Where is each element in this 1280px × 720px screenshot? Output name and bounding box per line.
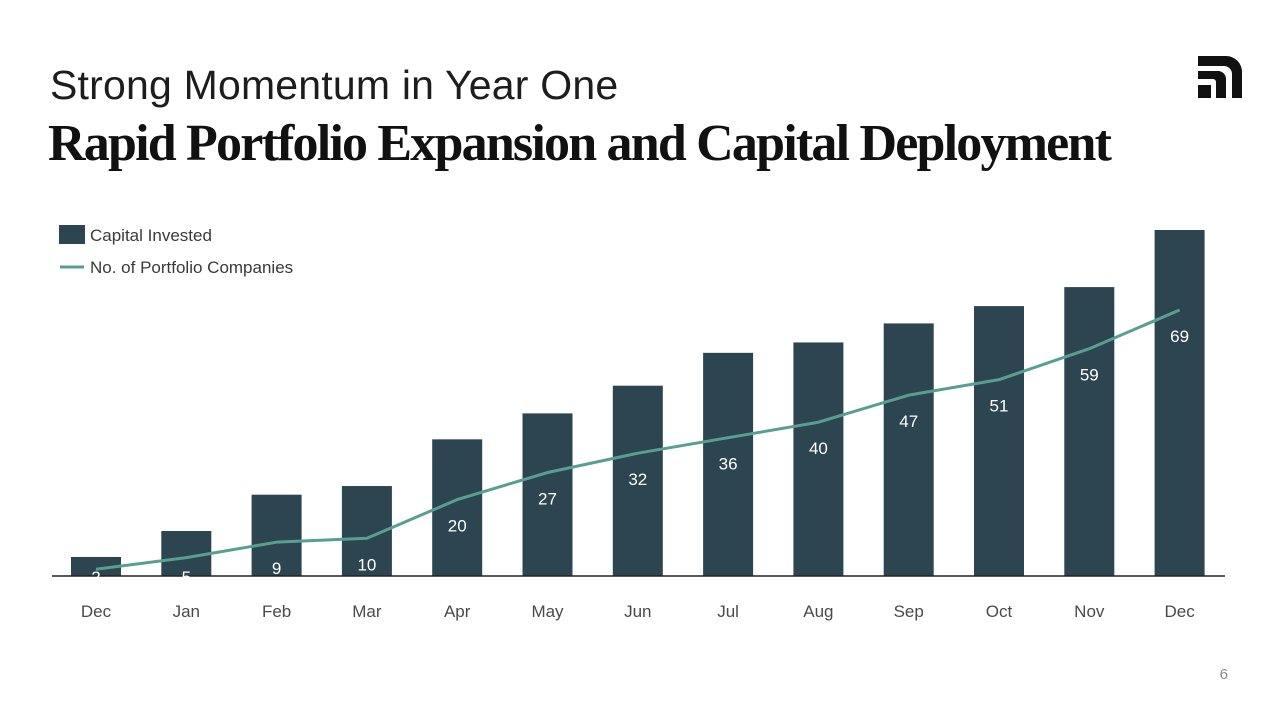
legend-label-capital-invested: Capital Invested <box>90 226 212 245</box>
bar-sep-9 <box>883 323 934 576</box>
x-tick-label-10: Oct <box>986 602 1013 621</box>
bar-series <box>71 230 1205 576</box>
x-tick-label-7: Jul <box>717 602 739 621</box>
legend-swatch-capital-invested <box>59 225 85 244</box>
x-tick-label-11: Nov <box>1074 602 1105 621</box>
data-label-3: 10 <box>357 555 376 574</box>
x-tick-label-12: Dec <box>1164 602 1195 621</box>
bar-oct-10 <box>974 306 1024 576</box>
brand-logo-icon <box>1198 56 1242 98</box>
bar-may-5 <box>522 413 573 576</box>
data-label-0: 2 <box>91 568 100 587</box>
data-label-4: 20 <box>448 517 467 536</box>
x-tick-label-2: Feb <box>262 602 291 621</box>
page-number: 6 <box>1219 666 1228 683</box>
x-tick-label-0: Dec <box>81 602 112 621</box>
x-axis-tick-labels: Dec Jan Feb Mar Apr May Jun Jul Aug Sep Oct Nov Dec <box>81 602 1195 621</box>
x-tick-label-9: Sep <box>894 602 924 621</box>
data-label-8: 40 <box>809 439 828 458</box>
data-label-2: 9 <box>272 559 281 578</box>
bar-jun-6 <box>612 385 663 576</box>
data-label-11: 59 <box>1080 366 1099 385</box>
bar-dec-12 <box>1154 230 1205 576</box>
bar-dec-0 <box>71 556 121 576</box>
slide-title: Rapid Portfolio Expansion and Capital De… <box>48 115 1112 172</box>
data-label-5: 27 <box>538 490 557 509</box>
data-label-12: 69 <box>1170 327 1189 346</box>
legend-label-portfolio-companies: No. of Portfolio Companies <box>90 258 293 277</box>
x-tick-label-1: Jan <box>173 602 200 621</box>
data-label-10: 51 <box>990 397 1009 416</box>
bar-feb-2 <box>251 494 302 576</box>
chart-legend: Capital Invested No. of Portfolio Compan… <box>59 225 293 277</box>
data-label-7: 36 <box>719 455 738 474</box>
line-series <box>95 308 1181 571</box>
bar-jul-7 <box>703 352 754 576</box>
bar-aug-8 <box>793 342 844 576</box>
slide-subtitle: Strong Momentum in Year One <box>50 62 619 108</box>
x-tick-label-3: Mar <box>352 602 382 621</box>
bar-nov-11 <box>1064 287 1115 576</box>
x-tick-label-8: Aug <box>803 602 833 621</box>
x-tick-label-5: May <box>531 602 564 621</box>
x-tick-label-6: Jun <box>624 602 651 621</box>
data-label-6: 32 <box>628 470 647 489</box>
portfolio-companies-line <box>95 308 1181 571</box>
data-label-1: 5 <box>182 568 191 587</box>
data-label-9: 47 <box>899 412 918 431</box>
x-tick-label-4: Apr <box>444 602 471 621</box>
